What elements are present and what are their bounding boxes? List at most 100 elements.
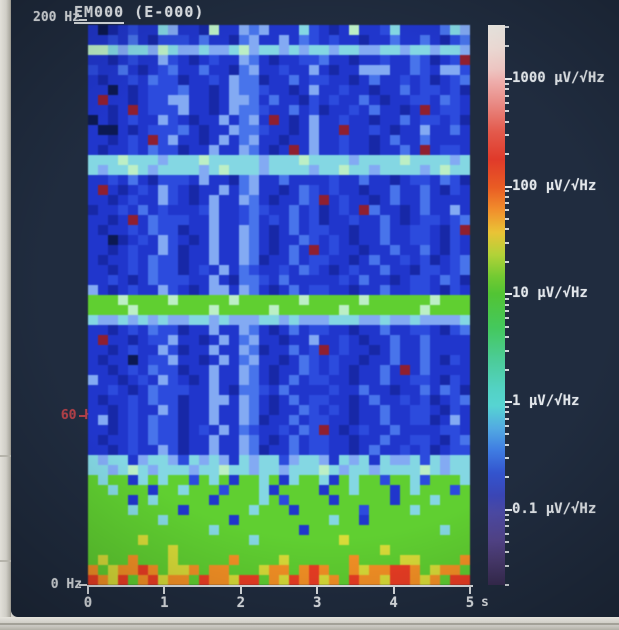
heatmap-cell: [299, 505, 310, 515]
heatmap-cell: [329, 395, 340, 405]
heatmap-cell: [98, 275, 109, 285]
heatmap-cell: [319, 545, 330, 555]
heatmap-cell: [208, 35, 219, 45]
heatmap-cell: [319, 555, 330, 565]
heatmap-cell: [278, 385, 290, 395]
heatmap-cell: [419, 435, 430, 445]
heatmap-cell: [208, 305, 219, 315]
heatmap-cell: [118, 485, 129, 495]
heatmap-cell: [449, 275, 460, 285]
heatmap-cell: [118, 215, 129, 225]
heatmap-cell: [289, 185, 300, 195]
heatmap-cell: [98, 225, 109, 235]
heatmap-cell: [238, 325, 249, 335]
heatmap-cell: [88, 215, 99, 225]
heatmap-cell: [138, 305, 149, 315]
heatmap-cell: [369, 215, 380, 225]
heatmap-cell: [88, 225, 99, 235]
heatmap-cell: [138, 465, 149, 475]
heatmap-cell: [258, 65, 269, 75]
heatmap-cell: [299, 275, 310, 285]
heatmap-cell: [459, 115, 470, 125]
heatmap-cell: [369, 35, 380, 45]
heatmap-cell: [359, 395, 370, 405]
heatmap-cell: [118, 535, 129, 545]
heatmap-cell: [148, 415, 159, 425]
heatmap-cell: [208, 175, 219, 185]
heatmap-cell: [449, 245, 460, 255]
heatmap-cell: [399, 575, 410, 585]
heatmap-cell: [329, 115, 340, 125]
heatmap-cell: [419, 355, 430, 365]
heatmap-cell: [88, 375, 99, 385]
heatmap-cell: [128, 535, 139, 545]
heatmap-cell: [429, 105, 440, 115]
heatmap-cell: [178, 75, 189, 85]
heatmap-cell: [208, 105, 219, 115]
heatmap-cell: [268, 365, 279, 375]
heatmap-cell: [128, 175, 139, 185]
heatmap-cell: [208, 75, 219, 85]
heatmap-cell: [108, 95, 119, 105]
heatmap-cell: [188, 445, 199, 455]
heatmap-cell: [369, 115, 380, 125]
heatmap-cell: [339, 295, 350, 305]
heatmap-cell: [198, 145, 209, 155]
heatmap-cell: [429, 405, 440, 415]
heatmap-cell: [158, 555, 169, 565]
heatmap-cell: [329, 85, 340, 95]
heatmap-cell: [198, 185, 209, 195]
heatmap-cell: [419, 215, 430, 225]
heatmap-cell: [118, 125, 129, 135]
heatmap-cell: [329, 225, 340, 235]
heatmap-cell: [379, 395, 390, 405]
heatmap-cell: [419, 575, 430, 585]
heatmap-cell: [158, 225, 169, 235]
heatmap-cell: [138, 35, 149, 45]
heatmap-cell: [439, 495, 450, 505]
heatmap-cell: [339, 545, 350, 555]
heatmap-cell: [108, 555, 119, 565]
heatmap-cell: [128, 395, 139, 405]
heatmap-cell: [439, 345, 450, 355]
heatmap-cell: [138, 155, 149, 165]
heatmap-cell: [228, 295, 239, 305]
heatmap-cell: [339, 485, 350, 495]
heatmap-cell: [339, 155, 350, 165]
heatmap-cell: [148, 535, 159, 545]
heatmap-cell: [238, 105, 249, 115]
heatmap-cell: [349, 475, 360, 485]
colorbar-minor-tick: [505, 551, 509, 554]
heatmap-cell: [158, 465, 169, 475]
heatmap-cell: [389, 245, 400, 255]
heatmap-cell: [319, 365, 330, 375]
heatmap-cell: [168, 295, 179, 305]
heatmap-cell: [349, 315, 360, 325]
heatmap-cell: [148, 85, 159, 95]
heatmap-cell: [128, 475, 139, 485]
heatmap-cell: [289, 215, 300, 225]
heatmap-cell: [369, 405, 380, 415]
heatmap-cell: [188, 395, 199, 405]
heatmap-cell: [98, 35, 109, 45]
colorbar-major-tick: [505, 400, 512, 403]
heatmap-cell: [188, 125, 199, 135]
heatmap-cell: [238, 295, 249, 305]
heatmap-cell: [349, 35, 360, 45]
heatmap-cell: [228, 255, 239, 265]
colorbar-minor-tick: [505, 476, 509, 479]
heatmap-cell: [98, 355, 109, 365]
heatmap-cell: [278, 405, 290, 415]
heatmap-cell: [268, 535, 279, 545]
y-label-200hz: 200 Hz: [33, 10, 80, 25]
heatmap-cell: [178, 385, 189, 395]
heatmap-cell: [329, 105, 340, 115]
heatmap-cell: [379, 565, 390, 575]
heatmap-cell: [349, 355, 360, 365]
heatmap-cell: [299, 55, 310, 65]
heatmap-cell: [118, 85, 129, 95]
heatmap-cell: [88, 45, 99, 55]
heatmap-cell: [429, 25, 440, 35]
heatmap-cell: [429, 235, 440, 245]
heatmap-cell: [208, 165, 219, 175]
